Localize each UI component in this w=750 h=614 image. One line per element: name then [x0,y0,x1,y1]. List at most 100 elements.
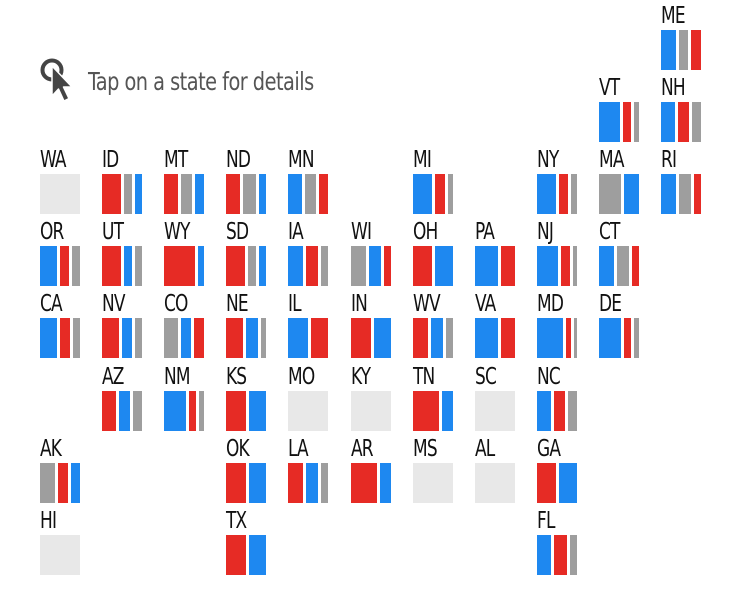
state-hi[interactable]: HI [40,509,82,575]
state-ny[interactable]: NY [537,148,579,214]
segment-blue [413,174,432,214]
state-tile-bar [537,246,577,286]
state-nj[interactable]: NJ [537,220,579,286]
segment-gap [246,535,250,575]
state-ga[interactable]: GA [537,437,579,503]
segment-gray [599,174,622,214]
state-ma[interactable]: MA [599,148,641,214]
segment-red [565,318,571,358]
segment-gap [568,174,572,214]
state-ky[interactable]: KY [351,365,393,431]
state-wa[interactable]: WA [40,148,82,214]
state-tile-bar [164,318,204,358]
state-abbr-label: CA [40,291,63,317]
segment-gray [321,463,328,503]
state-abbr-label: MN [288,147,315,173]
state-tn[interactable]: TN [413,365,455,431]
state-tx[interactable]: TX [226,509,268,575]
state-ks[interactable]: KS [226,365,268,431]
state-vt[interactable]: VT [599,76,641,142]
state-tile-bar [661,30,701,70]
state-ak[interactable]: AK [40,437,82,503]
segment-red [306,246,319,286]
state-md[interactable]: MD [537,292,579,358]
segment-gap [244,246,248,286]
segment-gap [376,463,380,503]
state-in[interactable]: IN [351,292,393,358]
state-fl[interactable]: FL [537,509,579,575]
segment-red [694,174,701,214]
segment-gap [318,463,322,503]
segment-gray [447,174,453,214]
segment-gap [558,246,562,286]
segment-gap [366,246,370,286]
state-de[interactable]: DE [599,292,641,358]
state-nh[interactable]: NH [661,76,703,142]
segment-blue [475,246,498,286]
state-abbr-label: IL [288,291,302,317]
state-abbr-label: AL [475,436,495,462]
segment-gray [242,174,257,214]
state-sc[interactable]: SC [475,365,517,431]
state-mt[interactable]: MT [164,148,206,214]
state-ia[interactable]: IA [288,220,330,286]
state-me[interactable]: ME [661,4,703,70]
state-wy[interactable]: WY [164,220,206,286]
state-abbr-label: MT [164,147,188,173]
state-mi[interactable]: MI [413,148,455,214]
state-tile-bar [661,174,701,214]
state-ms[interactable]: MS [413,437,455,503]
state-ca[interactable]: CA [40,292,82,358]
state-ne[interactable]: NE [226,292,268,358]
state-tile-bar [226,174,266,214]
state-tile-bar [537,391,577,431]
state-ut[interactable]: UT [102,220,144,286]
state-wv[interactable]: WV [413,292,455,358]
segment-gray [571,174,577,214]
state-nd[interactable]: ND [226,148,268,214]
state-abbr-label: FL [537,508,555,534]
state-mo[interactable]: MO [288,365,330,431]
state-la[interactable]: LA [288,437,330,503]
segment-gap [243,318,246,358]
state-ok[interactable]: OK [226,437,268,503]
state-nm[interactable]: NM [164,365,206,431]
state-nc[interactable]: NC [537,365,579,431]
segment-red [226,246,245,286]
state-il[interactable]: IL [288,292,330,358]
segment-gray [71,246,80,286]
state-sd[interactable]: SD [226,220,268,286]
state-tile-bar [226,246,266,286]
segment-blue [661,102,675,142]
segment-gap [177,318,181,358]
state-abbr-label: CO [164,291,188,317]
segment-blue [246,318,258,358]
state-az[interactable]: AZ [102,365,144,431]
state-al[interactable]: AL [475,437,517,503]
state-or[interactable]: OR [40,220,82,286]
segment-gap [570,318,574,358]
segment-gap [431,174,435,214]
segment-blue [661,174,677,214]
state-va[interactable]: VA [475,292,517,358]
state-mn[interactable]: MN [288,148,330,214]
segment-gray [135,246,142,286]
state-oh[interactable]: OH [413,220,455,286]
state-nv[interactable]: NV [102,292,144,358]
state-wi[interactable]: WI [351,220,393,286]
segment-blue [259,246,266,286]
state-abbr-label: MD [537,291,564,317]
segment-gap [443,318,447,358]
segment-gap [497,318,501,358]
state-ri[interactable]: RI [661,148,703,214]
state-tile-bar [40,318,80,358]
state-ct[interactable]: CT [599,220,641,286]
state-ar[interactable]: AR [351,437,393,503]
state-co[interactable]: CO [164,292,206,358]
state-id[interactable]: ID [102,148,144,214]
state-abbr-label: VT [599,75,620,101]
state-pa[interactable]: PA [475,220,517,286]
segment-blue [288,174,303,214]
segment-gray [321,246,328,286]
